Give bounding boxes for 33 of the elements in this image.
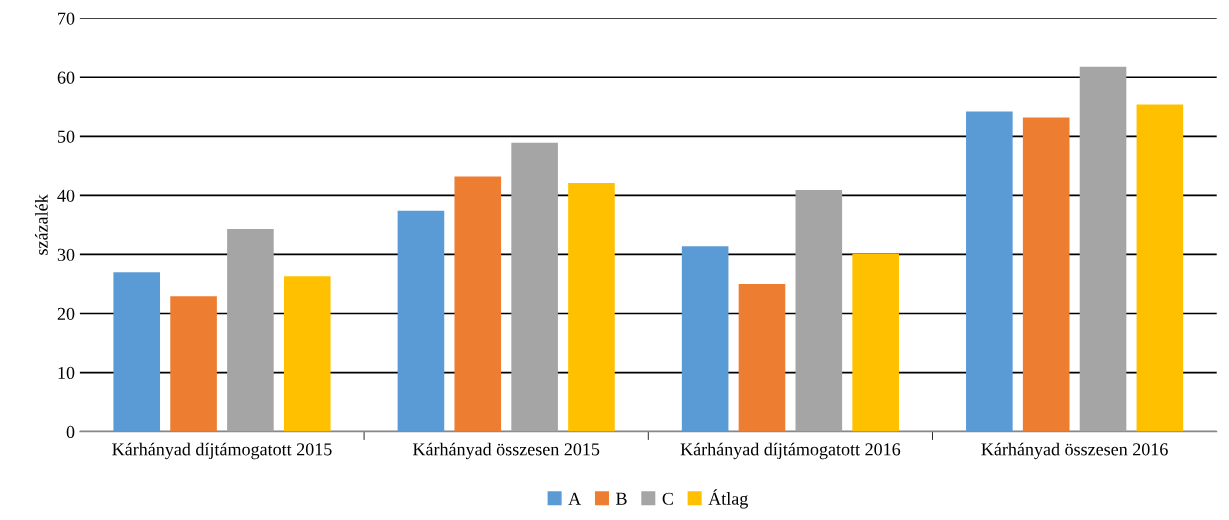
y-axis-title: százalék <box>35 194 48 255</box>
bar <box>966 111 1013 432</box>
bar <box>852 253 899 432</box>
bar <box>397 210 445 432</box>
x-tick-label: Kárhányad díjtámogatott 2015 <box>112 442 332 460</box>
bar <box>113 272 161 432</box>
bar <box>454 176 502 432</box>
y-tick-label: 0 <box>66 425 75 439</box>
legend-label: A <box>568 492 582 505</box>
bar <box>1022 117 1070 432</box>
y-tick-label: 50 <box>58 130 75 143</box>
bar <box>738 283 786 432</box>
x-tick-label: Kárhányad összesen 2016 <box>981 442 1168 460</box>
bar <box>283 276 331 432</box>
bar <box>1136 104 1184 432</box>
bar <box>681 246 729 432</box>
legend-label: Átlag <box>708 489 748 509</box>
y-tick-label: 30 <box>57 248 75 261</box>
x-tick-label: Kárhányad díjtámogatott 2016 <box>680 442 901 460</box>
bar <box>568 182 615 432</box>
y-tick-label: 10 <box>58 366 75 379</box>
legend-label: B <box>616 492 627 505</box>
y-tick-label: 70 <box>58 12 75 25</box>
y-tick-label: 20 <box>57 307 75 320</box>
bar <box>227 229 274 432</box>
x-tick-label: Kárhányad összesen 2015 <box>412 442 600 460</box>
bar <box>1079 66 1127 432</box>
bar <box>511 142 558 432</box>
bar <box>795 190 843 432</box>
legend-label: C <box>662 492 673 505</box>
bar <box>170 296 217 432</box>
y-tick-label: 40 <box>57 189 75 202</box>
y-tick-label: 60 <box>57 71 75 84</box>
